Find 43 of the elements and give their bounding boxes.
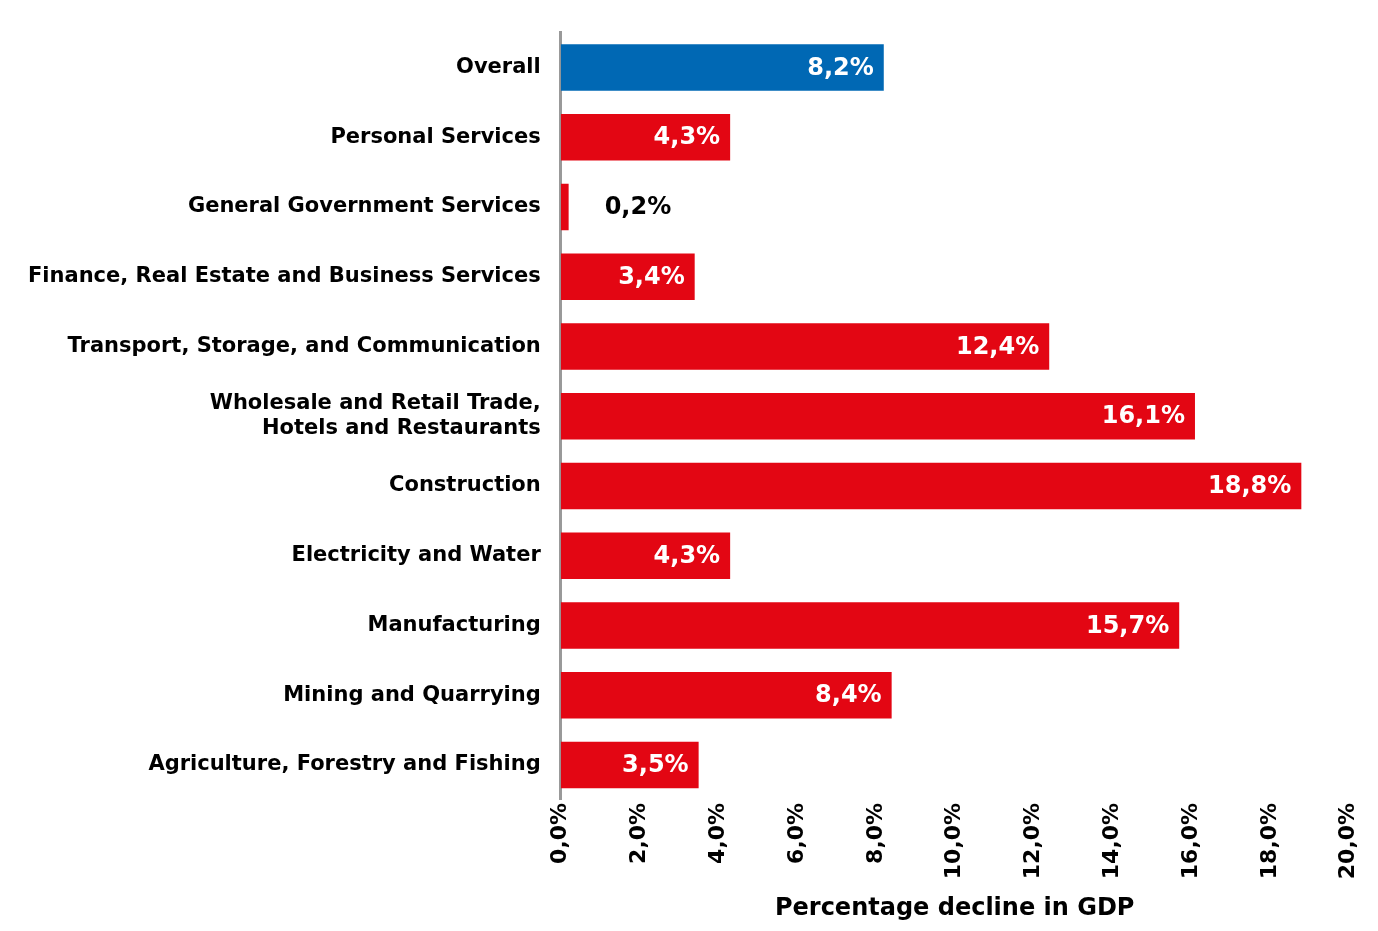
data-label: 4,3% bbox=[653, 540, 721, 569]
y-tick-label: Personal Services bbox=[330, 123, 541, 148]
y-tick-label: Construction bbox=[389, 472, 541, 497]
x-axis-title: Percentage decline in GDP bbox=[774, 892, 1135, 921]
bar bbox=[560, 672, 892, 719]
x-tick-label: 10,0% bbox=[940, 802, 966, 880]
y-tick-label: Overall bbox=[456, 53, 541, 78]
x-tick-label: 8,0% bbox=[861, 802, 887, 864]
bar bbox=[560, 114, 731, 161]
data-label: 8,2% bbox=[807, 52, 874, 81]
x-tick-label: 18,0% bbox=[1255, 802, 1281, 880]
bar bbox=[560, 602, 1180, 649]
bar bbox=[560, 532, 731, 579]
y-tick-label: Electricity and Water bbox=[291, 542, 542, 567]
data-label: 16,1% bbox=[1101, 401, 1185, 430]
data-label: 0,2% bbox=[604, 192, 672, 221]
x-tick-label: 14,0% bbox=[1097, 802, 1123, 880]
x-tick-label: 16,0% bbox=[1176, 802, 1202, 880]
y-tick-label: General Government Services bbox=[187, 193, 541, 218]
data-label: 3,5% bbox=[622, 750, 689, 779]
x-tick-label: 6,0% bbox=[782, 802, 808, 864]
y-tick-label: Agriculture, Forestry and Fishing bbox=[148, 751, 541, 776]
y-tick-label: Wholesale and Retail Trade, Hotels and Restaurants bbox=[209, 390, 541, 440]
x-tick-label: 12,0% bbox=[1019, 802, 1045, 880]
data-label: 12,4% bbox=[955, 331, 1040, 360]
x-tick-label: 2,0% bbox=[625, 802, 651, 864]
bar bbox=[560, 462, 1302, 510]
bar bbox=[560, 323, 1050, 370]
x-tick-label: 4,0% bbox=[704, 802, 730, 864]
data-label: 4,3% bbox=[653, 122, 721, 151]
y-tick-label: Mining and Quarrying bbox=[283, 681, 541, 706]
x-tick-label: 0,0% bbox=[546, 802, 572, 864]
y-tick-label: Finance, Real Estate and Business Services bbox=[27, 263, 541, 288]
data-label: 15,7% bbox=[1085, 610, 1170, 639]
data-label: 8,4% bbox=[815, 680, 882, 709]
bar bbox=[560, 183, 569, 231]
bar bbox=[560, 393, 1195, 440]
x-tick-label: 20,0% bbox=[1334, 802, 1360, 880]
bar bbox=[560, 44, 884, 91]
y-tick-label: Manufacturing bbox=[367, 611, 541, 636]
data-label: 3,4% bbox=[618, 261, 685, 290]
y-tick-label: Transport, Storage, and Communication bbox=[67, 332, 541, 357]
data-label: 18,8% bbox=[1208, 471, 1292, 500]
